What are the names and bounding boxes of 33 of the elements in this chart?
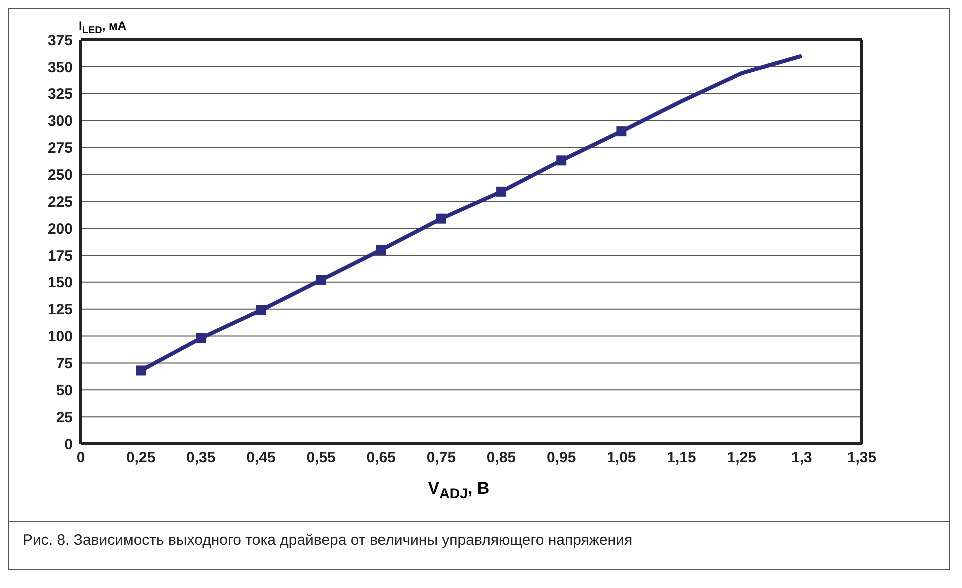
x-tick-label: 0,35 [186, 450, 216, 467]
y-tick-label: 375 [48, 32, 73, 50]
x-tick-label: 1,3 [791, 450, 812, 467]
y-tick-label: 225 [48, 194, 73, 211]
x-tick-label: 0 [76, 450, 86, 467]
x-tick-label: 0,85 [486, 450, 516, 467]
x-tick-label: 0,75 [426, 450, 456, 467]
x-tick-label: 1,15 [667, 450, 696, 467]
y-tick-label: 200 [48, 220, 73, 238]
text: Рис. 8. Зависимость выходного тока драйвера от величины управляющего напряжения [23, 532, 633, 549]
y-axis-title: I$_{LED}$, мА [79, 19, 127, 36]
y-tick-label: 125 [48, 302, 73, 319]
y-tick-label: 275 [48, 140, 73, 158]
y-tick-label: 25 [56, 409, 73, 426]
y-tick-label: 100 [48, 328, 73, 346]
y-tick-label: 250 [48, 166, 73, 184]
y-tick-label: 75 [56, 356, 73, 373]
y-tick-label: 175 [48, 248, 73, 265]
x-tick-label: 0,95 [547, 450, 576, 467]
y-tick-label: 150 [48, 274, 73, 292]
x-tick-label: 1,05 [607, 450, 636, 467]
x-tick-label: 1,35 [847, 450, 877, 467]
x-tick-label: 0,65 [366, 450, 396, 467]
y-tick-label: 325 [48, 86, 73, 104]
x-tick-label: 0,55 [306, 450, 336, 467]
x-tick-label: 0,25 [126, 450, 156, 467]
x-tick-label: 0,45 [246, 450, 276, 467]
y-tick-label: 350 [48, 59, 73, 76]
x-tick-label: 1,25 [727, 450, 756, 467]
x-axis-title: V$_{ADJ}$, В [427, 479, 491, 502]
y-tick-label: 50 [56, 382, 73, 400]
y-tick-label: 300 [48, 113, 73, 130]
y-tick-label: 0 [64, 436, 73, 454]
